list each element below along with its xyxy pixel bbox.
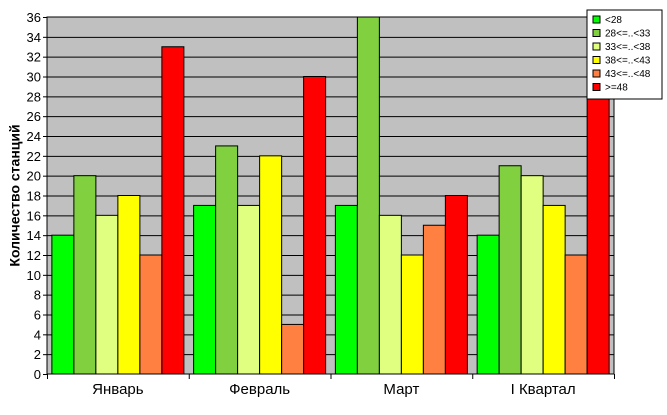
y-tick-label: 8 bbox=[34, 288, 41, 303]
legend-swatch bbox=[592, 56, 601, 64]
bar-1-3 bbox=[334, 204, 358, 375]
y-tick-label: 22 bbox=[27, 149, 41, 164]
legend-label: >=48 bbox=[605, 83, 628, 94]
x-tick-label: Январь bbox=[92, 381, 144, 398]
y-tick-label: 28 bbox=[27, 89, 41, 104]
bar-2-3 bbox=[356, 16, 380, 375]
legend-label: 33<=..<38 bbox=[605, 42, 651, 53]
legend-label: 28<=..<33 bbox=[605, 29, 651, 40]
bar-6-2 bbox=[303, 76, 327, 375]
y-tick-label: 6 bbox=[34, 308, 41, 323]
y-tick-label: 2 bbox=[34, 347, 41, 362]
legend-swatch bbox=[592, 29, 601, 37]
legend-swatch bbox=[592, 83, 601, 91]
bar-1-1 bbox=[51, 234, 75, 375]
y-tick-label: 10 bbox=[27, 268, 41, 283]
bar-6-1 bbox=[161, 46, 185, 375]
y-tick-label: 0 bbox=[34, 367, 41, 382]
legend-label: <28 bbox=[605, 15, 622, 26]
y-tick-label: 32 bbox=[27, 50, 41, 65]
y-tick-label: 12 bbox=[27, 248, 41, 263]
legend-swatch bbox=[592, 15, 601, 24]
bar-6-4 bbox=[586, 85, 610, 375]
x-tick-label: Март bbox=[383, 381, 419, 398]
legend-label: 38<=..<43 bbox=[605, 56, 651, 67]
legend-label: 43<=..<48 bbox=[605, 69, 651, 80]
bar-2-2 bbox=[215, 145, 239, 375]
bar-5-4 bbox=[564, 254, 588, 375]
legend-swatch bbox=[592, 69, 601, 78]
bar-4-1 bbox=[117, 195, 141, 375]
bar-1-4 bbox=[476, 234, 500, 375]
bar-5-3 bbox=[422, 224, 446, 375]
y-tick-label: 26 bbox=[27, 109, 41, 124]
bar-3-1 bbox=[95, 214, 119, 375]
bars bbox=[51, 16, 610, 375]
y-tick-label: 20 bbox=[27, 169, 41, 184]
bar-4-2 bbox=[259, 155, 283, 375]
bar-4-3 bbox=[400, 254, 424, 375]
y-tick-label: 34 bbox=[27, 30, 41, 45]
y-tick-label: 30 bbox=[27, 70, 41, 85]
bar-2-4 bbox=[498, 165, 522, 375]
bar-1-2 bbox=[193, 204, 217, 375]
x-axis: Январь Февраль Март I Квартал bbox=[47, 374, 615, 398]
y-tick-label: 16 bbox=[27, 208, 41, 223]
bar-5-2 bbox=[281, 323, 305, 375]
bar-3-2 bbox=[237, 204, 261, 375]
bar-3-4 bbox=[520, 175, 544, 375]
bar-5-1 bbox=[139, 254, 163, 375]
x-tick-label: Февраль bbox=[229, 381, 290, 398]
y-tick-label: 18 bbox=[27, 189, 41, 204]
y-tick-label: 24 bbox=[27, 129, 41, 144]
legend: <28 28<=..<33 33<=..<38 38<=..<43 43<=..<48 >… bbox=[586, 9, 663, 100]
y-tick-label: 36 bbox=[27, 10, 41, 25]
y-tick-label: 4 bbox=[34, 327, 41, 342]
bar-2-1 bbox=[73, 175, 97, 375]
y-axis-label: Количество станций bbox=[7, 124, 23, 266]
y-tick-label: 14 bbox=[27, 228, 41, 243]
bar-6-3 bbox=[444, 195, 468, 375]
bar-4-4 bbox=[542, 204, 566, 375]
bar-3-3 bbox=[378, 214, 402, 375]
x-tick-label: I Квартал bbox=[511, 381, 576, 398]
legend-swatch bbox=[592, 42, 601, 51]
